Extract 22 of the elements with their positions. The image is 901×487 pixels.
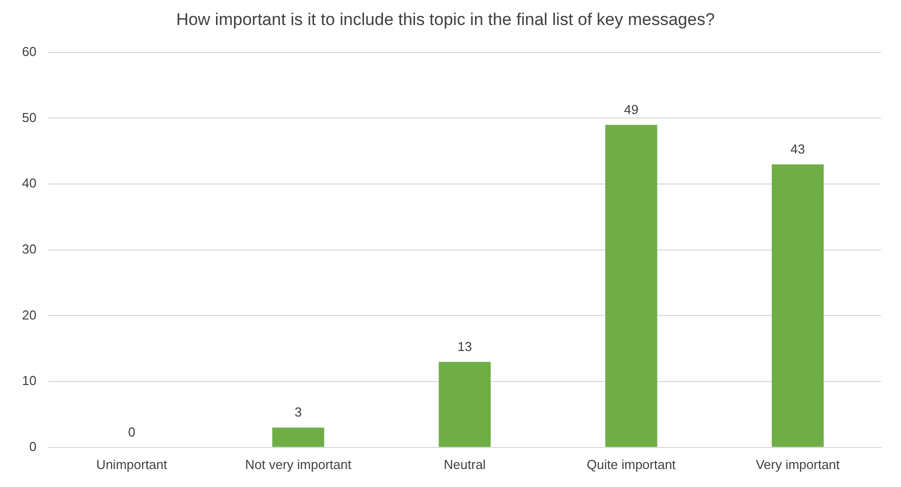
data-label: 0 (128, 424, 136, 440)
data-label: 43 (790, 141, 805, 156)
y-tick-label: 50 (22, 110, 36, 125)
x-tick-label: Not very important (245, 456, 352, 472)
bar (605, 124, 658, 447)
y-tick-label: 60 (22, 44, 36, 59)
bar (272, 428, 324, 447)
y-tick-label: 10 (22, 373, 36, 388)
y-tick-label: 30 (22, 241, 36, 256)
bar (438, 362, 491, 447)
bar (772, 164, 824, 447)
x-tick-label: Unimportant (96, 456, 168, 472)
x-tick-label: Quite important (586, 456, 676, 472)
data-label: 13 (457, 338, 472, 354)
y-tick-label: 20 (22, 307, 36, 322)
data-label: 49 (624, 102, 638, 117)
chart-title: How important is it to include this topic in the final list of key messages? (176, 10, 715, 29)
y-tick-label: 40 (22, 176, 36, 191)
data-label: 3 (294, 404, 302, 420)
x-tick-label: Very important (756, 456, 840, 472)
x-tick-label: Neutral (444, 456, 486, 472)
y-tick-label: 0 (29, 438, 36, 454)
